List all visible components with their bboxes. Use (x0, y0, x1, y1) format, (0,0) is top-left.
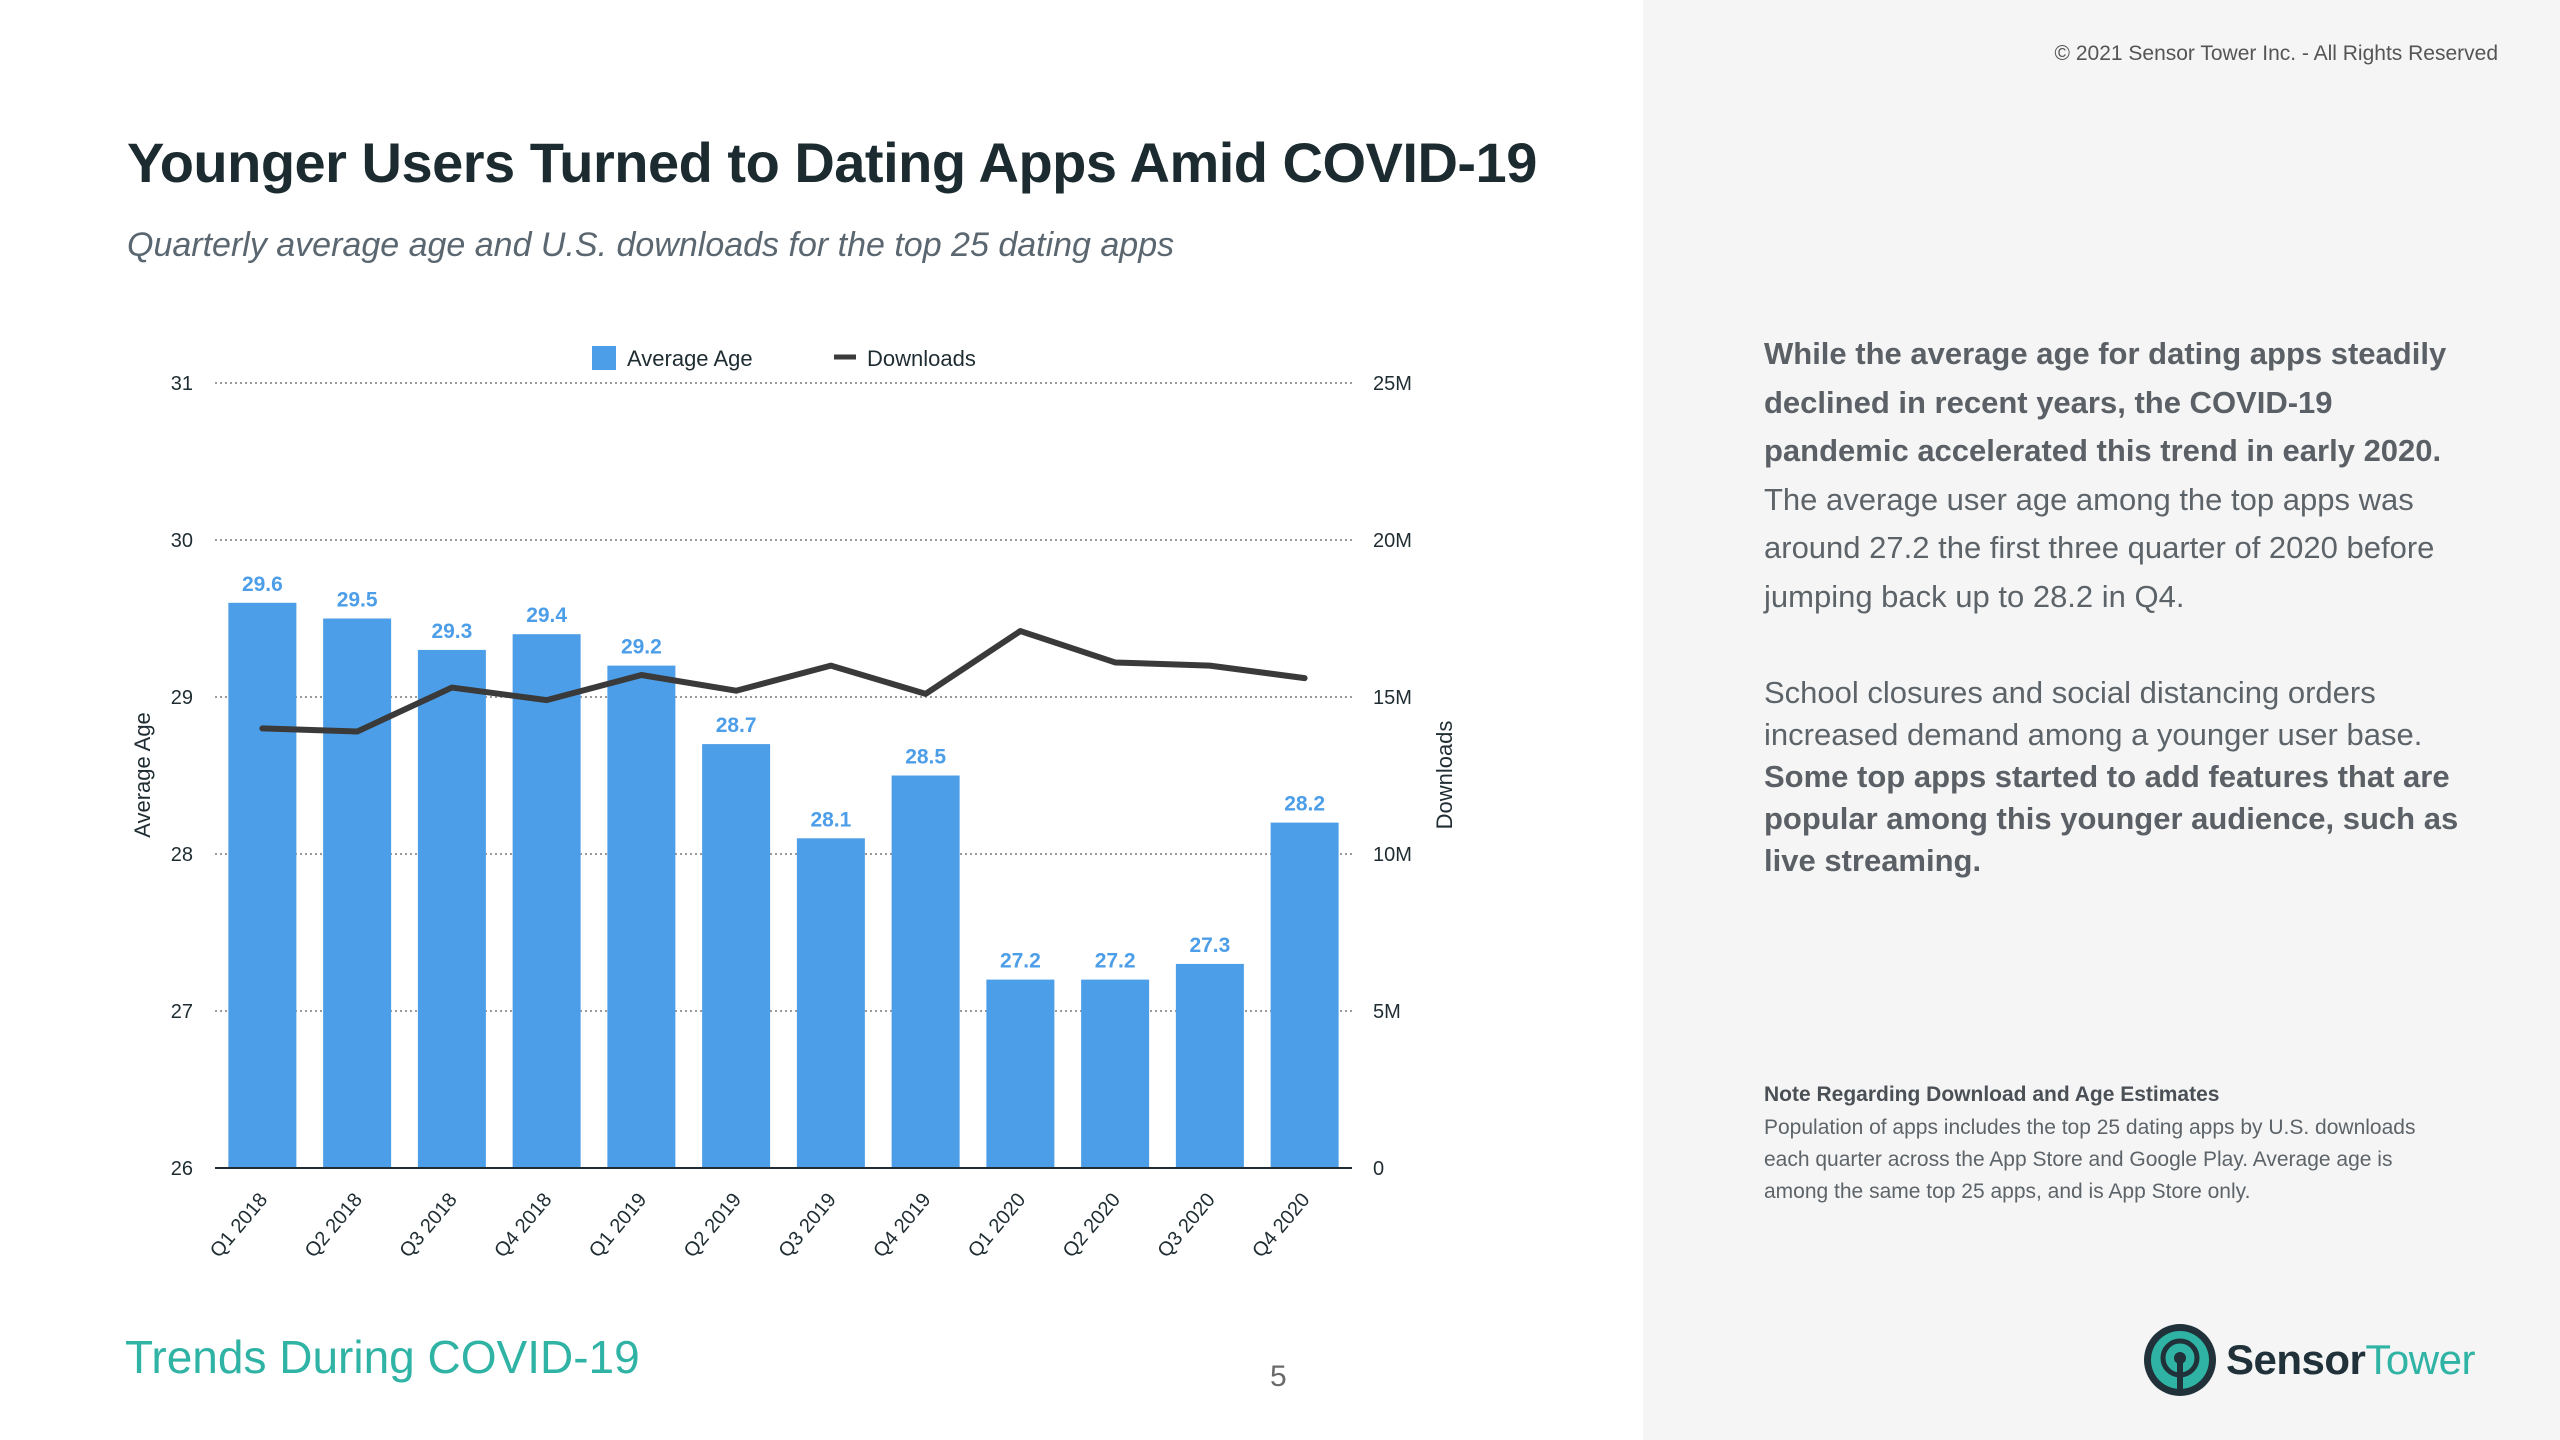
legend-label-downloads: Downloads (867, 346, 976, 371)
bar-value-label: 27.2 (1095, 950, 1136, 973)
legend-swatch-average-age (592, 346, 616, 370)
right-panel (1643, 0, 2560, 1440)
y2-tick-label: 20M (1373, 530, 1412, 552)
bar-value-label: 28.2 (1284, 793, 1325, 816)
x-tick-label: Q3 2018 (396, 1189, 462, 1262)
note-body: Population of apps includes the top 25 d… (1764, 1116, 2416, 1203)
y-tick-label: 31 (171, 373, 193, 395)
bar-value-label: 29.5 (337, 589, 378, 612)
bar-value-label: 29.4 (526, 604, 567, 627)
commentary-paragraph-1: While the average age for dating apps st… (1764, 330, 2484, 621)
bar-average-age (796, 838, 865, 1168)
y2-tick-label: 25M (1373, 373, 1412, 395)
commentary-paragraph-2: School closures and social distancing or… (1764, 672, 2484, 882)
x-tick-label: Q1 2019 (585, 1189, 651, 1262)
bar-average-age (323, 618, 392, 1168)
y2-tick-label: 0 (1373, 1158, 1384, 1180)
y-axis-title: Average Age (130, 712, 155, 838)
bar-value-label: 27.3 (1189, 934, 1230, 957)
logo-text-sensor: Sensor (2226, 1336, 2366, 1383)
section-title: Trends During COVID-19 (125, 1331, 640, 1383)
bar-value-label: 29.6 (242, 573, 283, 596)
note-title: Note Regarding Download and Age Estimate… (1764, 1083, 2220, 1106)
x-tick-label: Q1 2018 (206, 1189, 272, 1262)
bar-average-age (228, 602, 297, 1168)
copyright: © 2021 Sensor Tower Inc. - All Rights Re… (2054, 42, 2498, 65)
bar-average-age (702, 744, 771, 1168)
bar-average-age (607, 665, 676, 1168)
bar-average-age (891, 775, 960, 1168)
x-tick-label: Q4 2020 (1248, 1189, 1314, 1262)
y2-axis-title: Downloads (1432, 721, 1457, 830)
page-number: 5 (1270, 1360, 1287, 1393)
x-tick-label: Q2 2019 (680, 1189, 746, 1262)
line-downloads (259, 628, 1308, 735)
bar-value-label: 29.2 (621, 636, 662, 659)
bar-average-age (1175, 963, 1244, 1168)
x-tick-label: Q2 2020 (1059, 1189, 1125, 1262)
legend-label-average-age: Average Age (627, 346, 753, 371)
y-tick-label: 26 (171, 1158, 193, 1180)
bar-value-label: 28.1 (810, 808, 851, 831)
y2-tick-label: 5M (1373, 1001, 1401, 1023)
y-tick-label: 28 (171, 844, 193, 866)
x-tick-label: Q4 2019 (869, 1189, 935, 1262)
commentary-2-text: School closures and social distancing or… (1764, 675, 2423, 752)
chart: 29.6 29.5 29.3 29.4 29.2 28.7 28.1 28.5 27.2 27.2… (130, 346, 1457, 1262)
y2-tick-label: 15M (1373, 687, 1412, 709)
y-tick-label: 30 (171, 530, 193, 552)
x-tick-label: Q4 2018 (490, 1189, 556, 1262)
x-tick-label: Q2 2018 (301, 1189, 367, 1262)
y2-tick-label: 10M (1373, 844, 1412, 866)
bar-value-label: 28.7 (716, 714, 757, 737)
x-tick-label: Q3 2020 (1154, 1189, 1220, 1262)
commentary-1-bold: While the average age for dating apps st… (1764, 336, 2447, 468)
bar-average-age (512, 634, 581, 1168)
x-tick-label: Q1 2020 (964, 1189, 1030, 1262)
bar-average-age (417, 649, 486, 1168)
bar-average-age (1081, 979, 1150, 1168)
sensor-tower-logo-icon (2144, 1324, 2216, 1396)
bar-average-age (1270, 822, 1339, 1168)
commentary-1-text: The average user age among the top apps … (1764, 481, 2435, 614)
y-tick-label: 29 (171, 687, 193, 709)
bar-value-label: 28.5 (905, 746, 946, 769)
page-subtitle: Quarterly average age and U.S. downloads… (127, 226, 1175, 264)
x-tick-label: Q3 2019 (775, 1189, 841, 1262)
bar-value-label: 27.2 (1000, 950, 1041, 973)
bar-average-age (986, 979, 1055, 1168)
sensor-tower-logo: SensorTower (2142, 1322, 2475, 1398)
commentary-2-bold: Some top apps started to add features th… (1764, 759, 2459, 878)
logo-text-tower: Tower (2365, 1336, 2475, 1383)
page-title: Younger Users Turned to Dating Apps Amid… (127, 131, 1537, 194)
bar-value-label: 29.3 (431, 620, 472, 643)
y-tick-label: 27 (171, 1001, 193, 1023)
